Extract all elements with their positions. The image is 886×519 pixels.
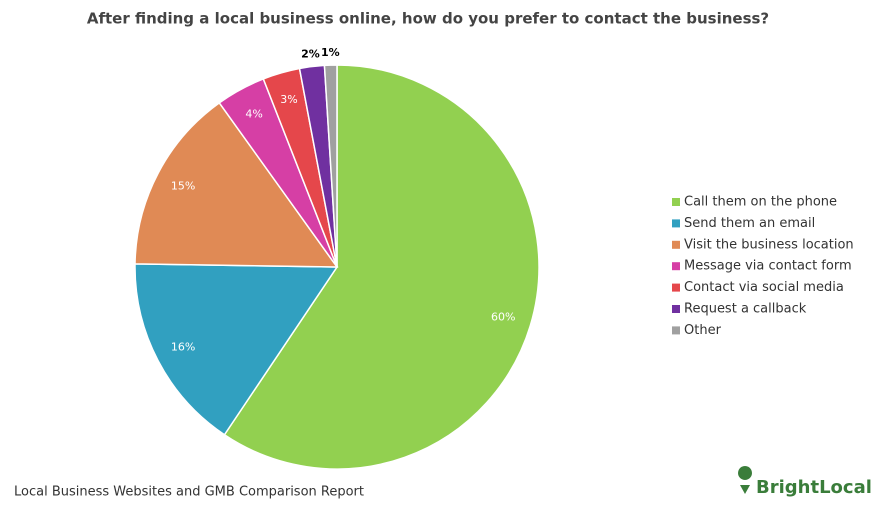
data-label: 60% — [491, 311, 515, 324]
pie-slice — [134, 263, 339, 436]
data-label: 15% — [171, 179, 195, 192]
data-label: 3% — [280, 93, 297, 106]
data-label: 4% — [245, 107, 262, 120]
legend-swatch — [672, 240, 680, 249]
legend-swatch — [672, 219, 680, 228]
legend-swatch — [672, 326, 680, 335]
legend-label: Other — [684, 323, 722, 338]
pie-slice — [323, 64, 338, 268]
legend-label: Message via contact form — [684, 259, 852, 274]
legend-swatch — [672, 198, 680, 206]
data-label: 1% — [321, 46, 340, 59]
legend-label: Contact via social media — [684, 280, 844, 295]
data-label: 2% — [301, 48, 320, 61]
legend-label: Visit the business location — [684, 237, 854, 252]
pie-slice — [134, 101, 339, 268]
legend-swatch — [672, 283, 680, 292]
legend-label: Call them on the phone — [684, 195, 837, 210]
legend-label: Send them an email — [684, 216, 815, 231]
pie-slice — [223, 64, 540, 470]
logo-icon — [738, 466, 753, 494]
legend-swatch — [672, 305, 680, 313]
chart-title: After finding a local business online, h… — [87, 10, 769, 28]
legend-swatch — [672, 262, 680, 271]
logo-text: BrightLocal — [756, 477, 872, 498]
logo: BrightLocal — [738, 466, 872, 498]
data-label: 16% — [171, 341, 195, 354]
source-note: Local Business Websites and GMB Comparis… — [14, 485, 364, 500]
legend-label: Request a callback — [684, 302, 807, 317]
